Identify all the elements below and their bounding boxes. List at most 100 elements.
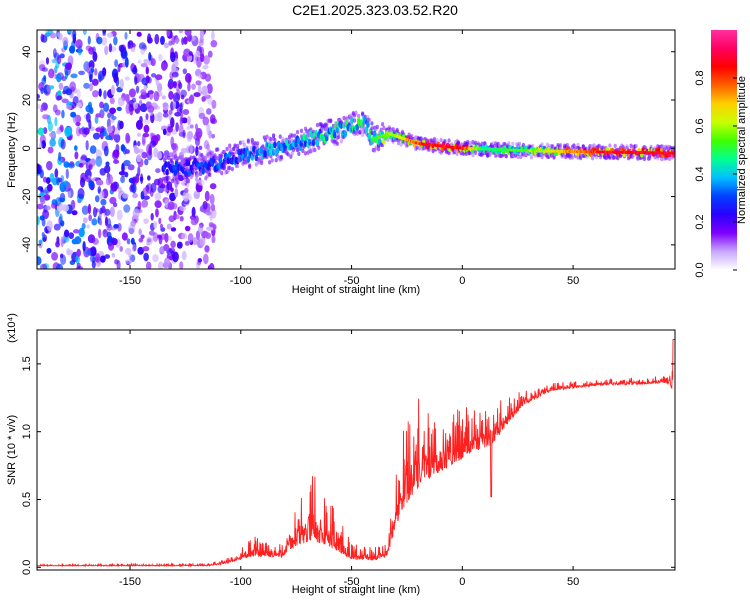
spectrogram-cell [206,83,213,94]
spectrogram-cell [189,124,194,129]
spectrogram-cell [208,130,212,139]
spectrogram-cell [136,31,142,37]
y-tick-label: -40 [21,237,33,253]
spectrogram-cell [100,198,107,206]
spectrogram-cell [92,51,98,62]
spectrogram-cell [205,226,214,231]
spectrogram-cell [40,107,44,113]
spectrogram-cell [106,231,112,239]
spectrogram-cell [138,237,144,243]
spectrogram-cell [86,224,90,229]
spectrogram-cell [222,166,227,171]
spectrogram-cell [121,232,128,241]
spectrogram-cell [113,159,120,164]
spectrogram-cell [185,166,189,171]
spectrogram-cell [431,148,435,154]
spectrogram-cell [559,143,563,148]
x-tick-label: 50 [567,576,579,588]
spectrogram-cell [58,151,62,162]
spectrogram-cell [162,128,167,136]
spectrogram-cell [37,186,44,191]
spectrogram-cell [37,93,40,100]
spectrogram-cell [60,139,66,150]
spectrogram-cell [206,108,212,115]
spectrogram-cell [101,36,108,46]
spectrogram-cell [427,147,431,152]
spectrogram-cell [225,146,229,152]
spectrogram-cell [201,85,209,97]
spectrogram-cell [305,129,309,134]
spectrogram-cell [551,144,555,149]
spectrogram-cell [275,147,280,154]
spectrogram-cell [295,129,300,135]
spectrogram-cell [194,123,199,131]
spectrogram-cell [58,82,64,91]
spectrogram-x-ticks: -150 -100 -50 0 50 [119,30,579,287]
spectrogram-cell [203,253,209,265]
spectrogram-cell [46,247,52,254]
spectrogram-cell [265,134,269,139]
spectrogram-cell [85,104,93,113]
spectrogram-cell [178,82,183,90]
spectrogram-cell [176,156,180,161]
spectrogram-cell [145,113,149,120]
spectrogram-cell [187,130,194,140]
spectrogram-cell [104,254,111,259]
spectrogram-cell [75,121,81,127]
spectrogram-cell [59,192,66,203]
spectrogram-cell [127,40,134,49]
spectrogram-cell [177,172,181,177]
spectrogram-cell [180,147,188,154]
spectrogram-cell [302,133,306,141]
spectrogram-cell [135,119,143,130]
spectrogram-cell [102,228,109,238]
spectrogram-cell [37,216,40,225]
spectrogram-cell [72,229,80,234]
spectrogram-cell [174,188,179,198]
spectrogram-cell [266,149,271,156]
spectrogram-cell [488,152,492,158]
spectrogram-cell [136,154,142,163]
spectrogram-cell [56,129,62,135]
spectrogram-cell [653,155,657,160]
spectrogram-cell [104,45,109,56]
spectrogram-cell [166,254,170,259]
spectrogram-cell [131,97,137,103]
spectrogram-cell [76,89,81,100]
spectrogram-cell [174,160,179,168]
spectrogram-cell [49,32,57,39]
spectrogram-cell [190,218,198,226]
spectrogram-cell [166,30,171,37]
spectrogram-cell [160,183,166,189]
spectrogram-cell [104,208,111,216]
spectrogram-cell [104,164,111,174]
spectrogram-cell [202,64,209,70]
spectrogram-cell [132,66,138,75]
spectrogram-cell [254,162,258,167]
spectrogram-cell [264,137,268,143]
spectrogram-cell [174,112,182,117]
spectrogram-cell [163,42,169,49]
spectrogram-cell [201,96,206,102]
spectrogram-cell [167,201,175,211]
spectrogram-cell [150,73,157,78]
spectrogram-cell [549,153,553,158]
spectrogram-cell [271,133,276,138]
spectrogram-cell [78,70,85,76]
spectrogram-cell [142,187,149,196]
spectrogram-cell [150,212,154,221]
spectrogram-cell [168,215,175,223]
spectrogram-cell [211,30,215,41]
spectrogram-cell [37,256,42,266]
spectrogram-cell [353,118,357,123]
spectrogram-cell [82,30,87,36]
spectrogram-cell [155,74,163,81]
spectrogram-cell [166,155,171,161]
spectrogram-cell [179,102,183,114]
spectrogram-cell [92,132,101,140]
spectrogram-cell [337,134,341,139]
spectrogram-cell [205,174,209,179]
spectrogram-cell [299,128,304,134]
spectrogram-cell [443,139,447,144]
spectrogram-cell [74,151,79,160]
